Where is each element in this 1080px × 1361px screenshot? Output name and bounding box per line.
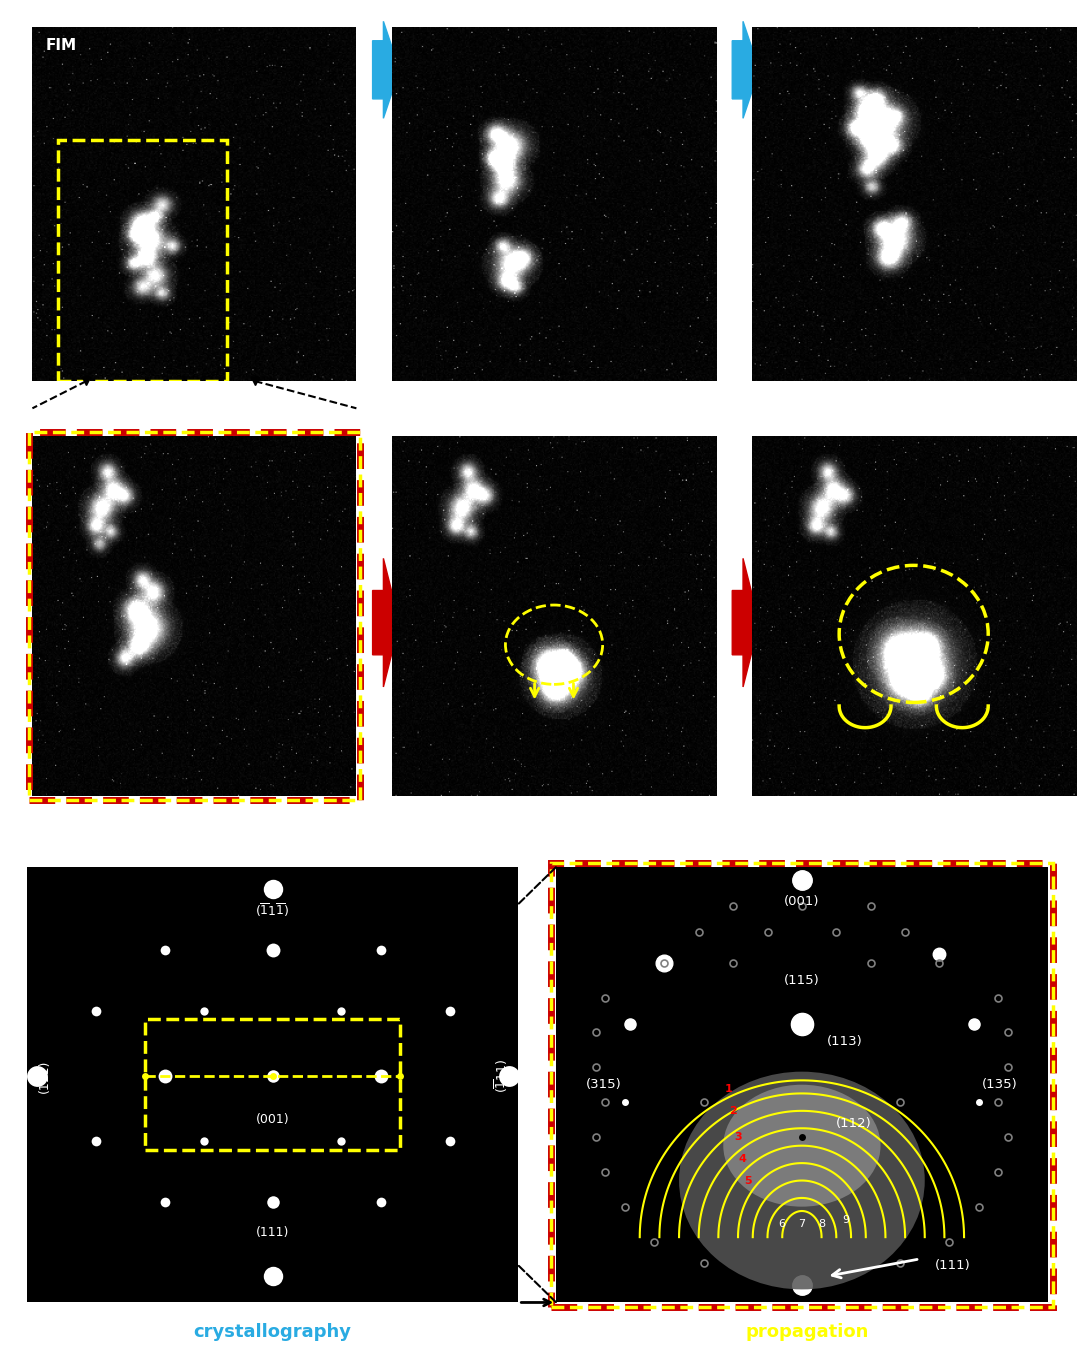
- Text: (001): (001): [784, 896, 820, 908]
- Text: 7: 7: [798, 1219, 806, 1229]
- Bar: [29, 431, 360, 800]
- Bar: [58, 140, 227, 381]
- Text: (111): (111): [256, 1226, 289, 1240]
- Ellipse shape: [724, 1085, 880, 1207]
- Text: 0 s: 0 s: [32, 61, 62, 79]
- FancyArrow shape: [732, 22, 759, 118]
- Text: $(\overline{1}11)$: $(\overline{1}11)$: [492, 1059, 510, 1093]
- Text: 2.2 s: 2.2 s: [754, 802, 802, 819]
- Text: 5: 5: [744, 1176, 752, 1185]
- Ellipse shape: [679, 1071, 924, 1289]
- Text: time: time: [1002, 802, 1048, 819]
- Text: 8: 8: [818, 1219, 825, 1229]
- Text: (315): (315): [585, 1078, 621, 1092]
- FancyArrow shape: [373, 22, 400, 118]
- FancyArrow shape: [373, 558, 400, 687]
- Text: 6: 6: [779, 1219, 786, 1229]
- Text: (115): (115): [784, 973, 820, 987]
- Text: (135): (135): [983, 1078, 1018, 1092]
- Bar: [29, 431, 360, 800]
- Text: 8 s: 8 s: [394, 61, 423, 79]
- Text: (111): (111): [934, 1259, 970, 1273]
- Text: FIM: FIM: [45, 38, 77, 53]
- Text: A: A: [13, 12, 37, 41]
- Text: 2: 2: [729, 1106, 737, 1116]
- Text: 3: 3: [734, 1132, 742, 1142]
- Text: C: C: [11, 849, 33, 878]
- Text: 1: 1: [725, 1085, 732, 1094]
- Text: $(\overline{1}1\overline{1})$: $(\overline{1}1\overline{1})$: [256, 902, 289, 919]
- Text: (111): (111): [38, 1059, 51, 1093]
- FancyArrow shape: [732, 558, 759, 687]
- Text: propagation: propagation: [745, 1323, 869, 1342]
- Text: 0 s: 0 s: [32, 802, 62, 819]
- Bar: [145, 1019, 401, 1150]
- Text: (001): (001): [256, 1113, 289, 1126]
- Text: 4: 4: [739, 1154, 747, 1164]
- Text: 31 s: 31 s: [754, 61, 796, 79]
- Text: 9: 9: [842, 1215, 850, 1225]
- Text: 1.8 s: 1.8 s: [394, 802, 443, 819]
- Text: B: B: [13, 412, 36, 441]
- Text: (112): (112): [836, 1117, 872, 1131]
- Text: (113): (113): [826, 1034, 862, 1048]
- Text: crystallography: crystallography: [193, 1323, 352, 1342]
- Text: time: time: [1002, 61, 1048, 79]
